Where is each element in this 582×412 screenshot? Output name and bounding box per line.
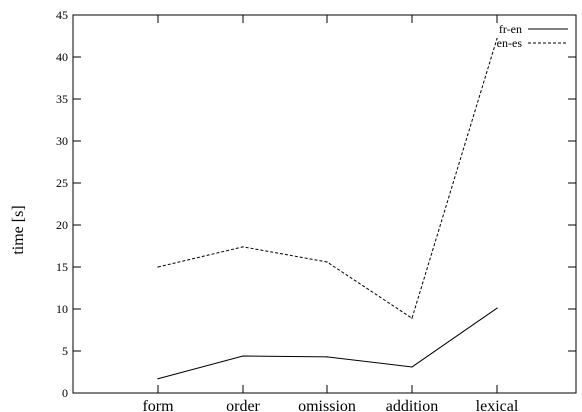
y-tick-label: 10 <box>56 302 68 316</box>
data-point-fr-en <box>242 355 244 357</box>
x-tick-label: lexical <box>476 398 519 412</box>
plot-border <box>72 14 577 394</box>
data-point-en-es <box>157 266 159 268</box>
y-tick-label: 20 <box>56 218 68 232</box>
series-line-fr-en <box>157 307 498 380</box>
data-point-en-es <box>326 261 328 263</box>
data-point-fr-en <box>326 356 328 358</box>
x-tick-label: order <box>226 398 260 412</box>
data-point-en-es <box>242 246 244 248</box>
y-tick-label: 0 <box>62 386 68 400</box>
y-tick-label: 15 <box>56 260 68 274</box>
x-axis: form order omission addition lexical <box>142 15 519 412</box>
y-tick-label: 45 <box>56 8 68 22</box>
y-tick-label: 30 <box>56 134 68 148</box>
y-tick-label: 40 <box>56 50 68 64</box>
y-axis-title: time [s] <box>10 205 27 254</box>
legend-label-en-es: en-es <box>497 36 523 50</box>
data-point-fr-en <box>496 307 498 309</box>
x-tick-label: addition <box>386 398 438 412</box>
y-tick-label: 5 <box>62 344 68 358</box>
plot-frame <box>72 14 577 394</box>
legend-label-fr-en: fr-en <box>499 22 522 36</box>
data-point-fr-en <box>157 378 159 380</box>
y-tick-label: 35 <box>56 92 68 106</box>
series-line-en-es <box>157 38 498 320</box>
data-point-fr-en <box>411 366 413 368</box>
data-point-en-es <box>411 317 413 319</box>
series-lines <box>157 37 498 380</box>
y-tick-label: 25 <box>56 176 68 190</box>
y-axis: 0 5 10 15 20 25 30 35 40 45 <box>56 8 576 400</box>
x-tick-label: omission <box>298 398 356 412</box>
x-tick-label: form <box>142 398 174 412</box>
data-point-en-es <box>496 37 498 40</box>
